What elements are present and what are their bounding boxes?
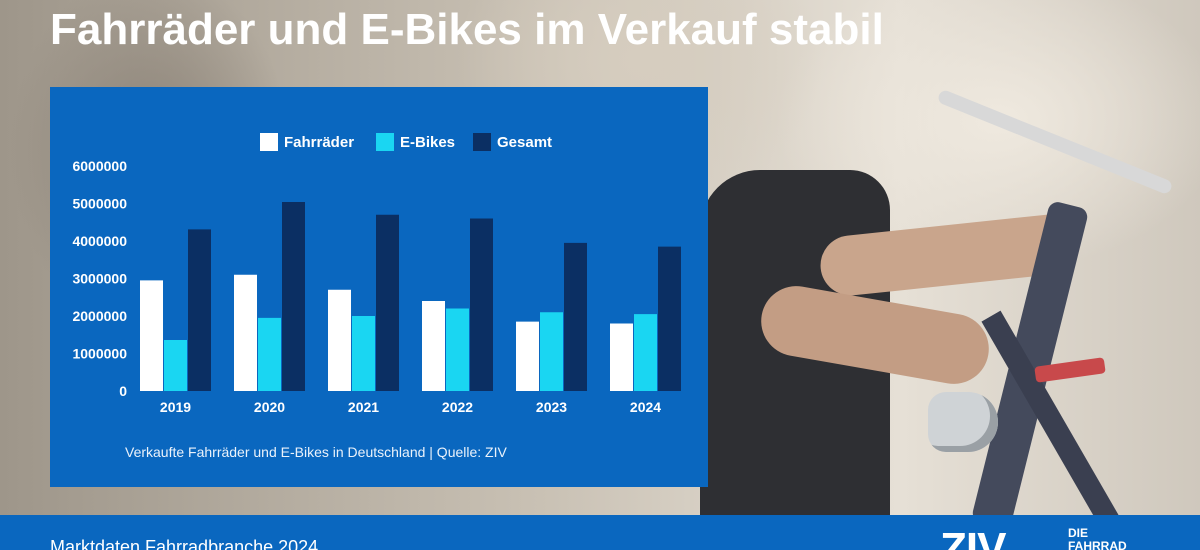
chart-panel: 0 1000000 2000000 3000000 4000000 5000000 6000… bbox=[50, 87, 708, 487]
legend-swatch-fahrr-der bbox=[260, 133, 278, 151]
bike-handlebar bbox=[936, 88, 1174, 196]
x-tick-label: 2022 bbox=[442, 399, 473, 415]
x-tick-label: 2021 bbox=[348, 399, 379, 415]
y-tick-label: 3000000 bbox=[72, 271, 127, 287]
y-tick-label: 0 bbox=[119, 383, 127, 399]
footer-label: Marktdaten Fahrradbranche 2024 bbox=[50, 537, 319, 550]
x-tick-label: 2019 bbox=[160, 399, 191, 415]
bar-fahrr-der-2023 bbox=[516, 321, 539, 391]
chart-caption: Verkaufte Fahrräder und E-Bikes in Deuts… bbox=[125, 444, 507, 460]
y-tick-label: 5000000 bbox=[72, 196, 127, 212]
x-tick-label: 2024 bbox=[630, 399, 661, 415]
bar-e-bikes-2024 bbox=[634, 314, 657, 391]
bar-e-bikes-2022 bbox=[446, 308, 469, 391]
legend-label: Gesamt bbox=[497, 134, 552, 151]
bar-fahrr-der-2022 bbox=[422, 301, 445, 391]
y-tick-label: 4000000 bbox=[72, 233, 127, 249]
bar-fahrr-der-2021 bbox=[328, 289, 351, 391]
bar-chart: 0 1000000 2000000 3000000 4000000 5000000 6000… bbox=[72, 133, 681, 415]
bar-e-bikes-2021 bbox=[352, 316, 375, 391]
ziv-logo: ZIV bbox=[940, 524, 1006, 550]
bar-e-bikes-2020 bbox=[258, 317, 281, 391]
bar-gesamt-2019 bbox=[188, 229, 211, 391]
bar-e-bikes-2023 bbox=[540, 312, 563, 391]
y-tick-label: 2000000 bbox=[72, 308, 127, 324]
y-tick-label: 6000000 bbox=[72, 158, 127, 174]
x-tick-label: 2023 bbox=[536, 399, 567, 415]
bar-gesamt-2021 bbox=[376, 214, 399, 391]
footer-bar: Marktdaten Fahrradbranche 2024 ZIV DIE F… bbox=[0, 515, 1200, 550]
bar-gesamt-2024 bbox=[658, 246, 681, 391]
legend-swatch-e-bikes bbox=[376, 133, 394, 151]
bar-gesamt-2020 bbox=[282, 202, 305, 391]
ziv-logo-tagline: DIE FAHRRAD bbox=[1068, 526, 1127, 550]
bar-fahrr-der-2019 bbox=[140, 280, 163, 391]
page-title: Fahrräder und E-Bikes im Verkauf stabil bbox=[50, 5, 884, 54]
bar-fahrr-der-2020 bbox=[234, 274, 257, 391]
y-tick-label: 1000000 bbox=[72, 346, 127, 362]
bar-gesamt-2022 bbox=[470, 218, 493, 391]
bar-e-bikes-2019 bbox=[164, 340, 187, 391]
legend-label: Fahrräder bbox=[284, 134, 354, 151]
bike-lamp-icon bbox=[928, 392, 998, 452]
bar-gesamt-2023 bbox=[564, 242, 587, 391]
legend-label: E-Bikes bbox=[400, 134, 455, 151]
legend-swatch-gesamt bbox=[473, 133, 491, 151]
bar-fahrr-der-2024 bbox=[610, 323, 633, 391]
x-tick-label: 2020 bbox=[254, 399, 285, 415]
